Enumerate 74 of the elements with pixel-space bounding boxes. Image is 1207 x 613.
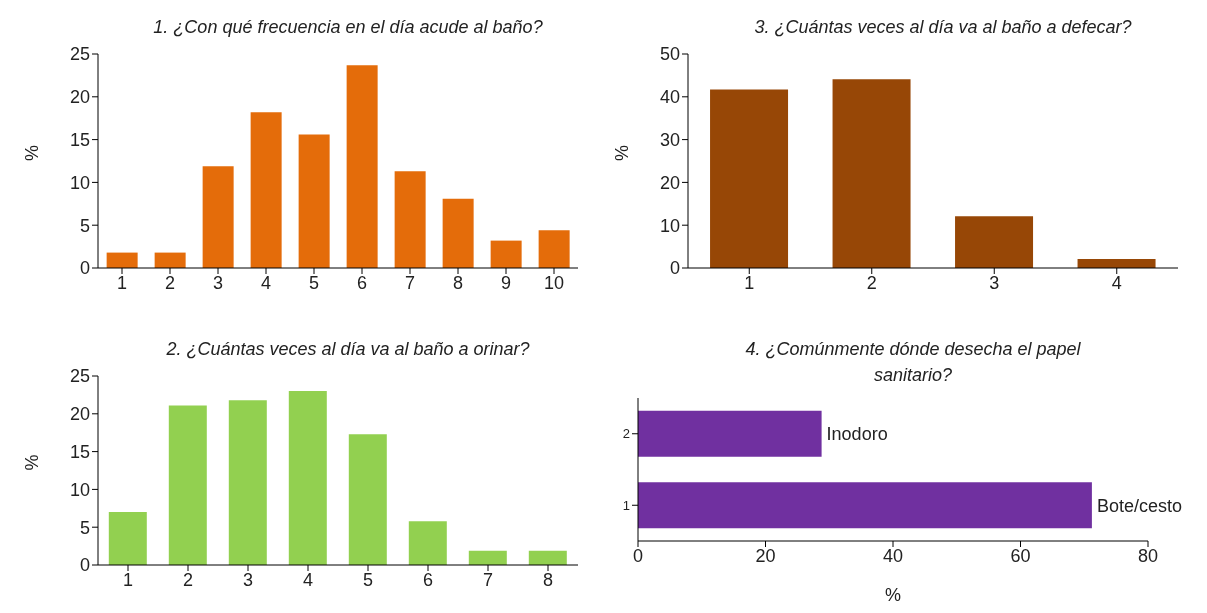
y-tick-label: 15	[69, 441, 90, 462]
x-tick-label: 1	[122, 569, 134, 590]
y-tick-label: 10	[69, 479, 90, 500]
x-tick-label: 60	[1010, 545, 1031, 566]
x-tick-label: 6	[356, 272, 368, 293]
x-tick-label: 1	[116, 272, 128, 293]
bar	[168, 405, 207, 565]
x-tick-label: 4	[302, 569, 314, 590]
chart-title: 4. ¿Comúnmente dónde desecha el papel sanitario?	[744, 338, 1082, 386]
bar	[202, 166, 234, 268]
y-tick-label: 0	[669, 258, 680, 279]
x-tick-label: 6	[422, 569, 434, 590]
x-tick-label: 7	[482, 569, 494, 590]
y-tick-label: 10	[659, 215, 680, 236]
bar	[106, 252, 138, 268]
y-tick-label: 20	[69, 404, 90, 425]
x-tick-label: 3	[242, 569, 254, 590]
bar	[468, 550, 507, 565]
y-axis-title: %	[612, 144, 633, 161]
x-tick-label: 2	[164, 272, 176, 293]
bar	[108, 512, 147, 565]
bar	[228, 400, 267, 565]
y-tick-label: 20	[659, 172, 680, 193]
x-tick-label: 4	[1111, 272, 1122, 293]
x-tick-label: 8	[542, 569, 554, 590]
bar	[442, 198, 474, 268]
y-tick-label: 30	[659, 129, 680, 150]
x-tick-label: 80	[1137, 545, 1159, 566]
x-tick-label: 1	[744, 272, 755, 293]
y-tick-label: 25	[69, 366, 90, 387]
y-tick-label: 0	[79, 258, 90, 279]
data-label: Bote/cesto	[1096, 495, 1182, 516]
x-tick-label: 5	[308, 272, 320, 293]
bar	[538, 230, 570, 268]
bar	[346, 65, 378, 268]
x-axis-title: %	[884, 585, 902, 605]
y-tick-label: 20	[69, 87, 90, 108]
bar	[154, 252, 186, 268]
chart-title: 2. ¿Cuántas veces al día va al baño a orinar?	[165, 338, 531, 361]
x-tick-label: 2	[182, 569, 194, 590]
bar	[710, 89, 789, 268]
x-tick-label: 4	[260, 272, 272, 293]
bar	[955, 216, 1034, 268]
x-tick-label: 20	[755, 545, 776, 566]
x-tick-label: 9	[500, 272, 512, 293]
y-tick-label: 5	[79, 215, 90, 236]
x-tick-label: 7	[404, 272, 416, 293]
bar	[298, 134, 330, 268]
y-tick-label: 10	[69, 172, 90, 193]
y-tick-label: 15	[69, 129, 90, 150]
x-tick-label: 3	[212, 272, 224, 293]
bar	[490, 240, 522, 268]
y-tick-label: 25	[69, 44, 90, 65]
bar	[394, 171, 426, 268]
bar	[832, 79, 911, 268]
y-tick-label: 40	[659, 87, 680, 108]
bar	[348, 434, 387, 565]
chart-title: 3. ¿Cuántas veces al día va al baño a defecar?	[753, 16, 1133, 39]
y-tick-label: 50	[659, 44, 680, 65]
x-tick-label: 40	[882, 545, 904, 566]
x-tick-label: 2	[866, 272, 877, 293]
x-tick-label: 8	[452, 272, 464, 293]
bar	[408, 521, 447, 565]
bar	[250, 112, 282, 268]
data-label: Inodoro	[826, 424, 888, 445]
chart-title: 1. ¿Con qué frecuencia en el día acude al baño?	[152, 16, 544, 39]
y-tick-label: 5	[79, 517, 90, 538]
y-axis-title: %	[22, 144, 43, 161]
x-tick-label: 10	[543, 272, 565, 293]
x-tick-label: 5	[362, 569, 374, 590]
x-tick-label: 3	[989, 272, 1000, 293]
bar	[288, 391, 327, 565]
y-axis-title: %	[22, 454, 43, 471]
bar	[528, 550, 567, 565]
